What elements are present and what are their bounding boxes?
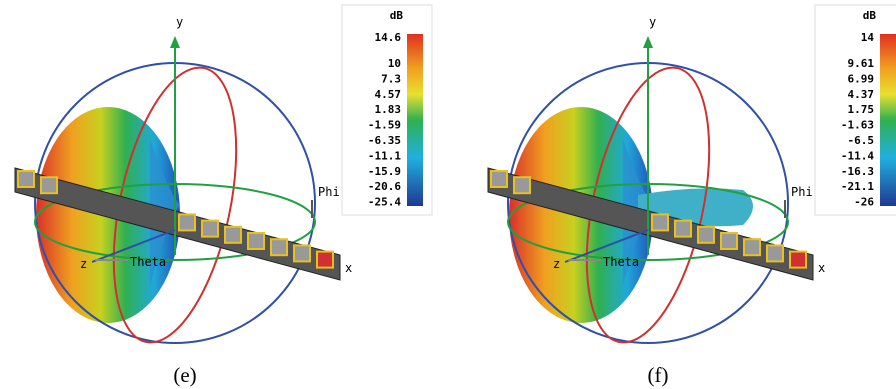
colorbar-tick: 7.3	[381, 72, 401, 85]
array-element	[652, 214, 668, 230]
colorbar-unit: dB	[863, 9, 877, 22]
axis-label: y	[176, 15, 183, 29]
colorbar-tick: 1.83	[375, 103, 402, 116]
colorbar-tick: 4.57	[375, 88, 402, 101]
colorbar-tick: -6.35	[368, 134, 401, 147]
axis-label: Phi	[318, 185, 340, 199]
array-element	[767, 245, 783, 261]
axis-label: z	[553, 257, 560, 271]
colorbar-tick: -15.9	[368, 165, 401, 178]
array-element	[721, 233, 737, 249]
colorbar-tick: -1.59	[368, 119, 401, 132]
axis-label: x	[818, 261, 825, 275]
colorbar	[880, 34, 896, 206]
colorbar-tick: 14.6	[375, 31, 402, 44]
colorbar-tick: 14	[861, 31, 875, 44]
array-element	[225, 227, 241, 243]
array-element	[18, 171, 34, 187]
colorbar-tick: -11.1	[368, 149, 401, 162]
axis-label: z	[80, 257, 87, 271]
array-element	[202, 221, 218, 237]
colorbar	[407, 34, 423, 206]
colorbar-tick: 9.61	[848, 57, 875, 70]
array-element	[675, 221, 691, 237]
colorbar-tick: -20.6	[368, 180, 401, 193]
y-arrow	[643, 36, 653, 48]
array-element	[790, 252, 806, 268]
array-element	[317, 252, 333, 268]
axis-label: Theta	[130, 255, 166, 269]
colorbar-tick: -21.1	[841, 180, 874, 193]
colorbar-tick: -11.4	[841, 149, 874, 162]
axis-label: x	[345, 261, 352, 275]
panel-caption: (f)	[648, 363, 669, 387]
array-element	[41, 177, 57, 193]
array-element	[491, 171, 507, 187]
array-element	[514, 177, 530, 193]
array-element	[248, 233, 264, 249]
panel: y x z Theta Phi dB 14.6 10 7.3 4.57 1.83 -1.59 -6.35…	[15, 5, 432, 387]
axis-label: Theta	[603, 255, 639, 269]
panel-caption: (e)	[173, 363, 196, 387]
colorbar-tick: -1.63	[841, 119, 874, 132]
colorbar-tick: 10	[388, 57, 401, 70]
colorbar-tick: -26	[854, 196, 874, 209]
colorbar-tick: -16.3	[841, 165, 874, 178]
array-element	[698, 227, 714, 243]
colorbar-tick: -25.4	[368, 196, 401, 209]
colorbar-tick: 4.37	[848, 88, 875, 101]
colorbar-unit: dB	[390, 9, 404, 22]
array-element	[294, 245, 310, 261]
array-element	[179, 214, 195, 230]
y-arrow	[170, 36, 180, 48]
axis-label: y	[649, 15, 656, 29]
colorbar-tick: 6.99	[848, 72, 875, 85]
panel: y x z Theta Phi dB 14 9.61 6.99 4.37 1.75 -1.63 -6.5…	[488, 5, 896, 387]
colorbar-tick: -6.5	[848, 134, 875, 147]
array-element	[744, 239, 760, 255]
figure: y x z Theta Phi dB 14.6 10 7.3 4.57 1.83 -1.59 -6.35…	[0, 0, 896, 389]
colorbar-tick: 1.75	[848, 103, 875, 116]
array-element	[271, 239, 287, 255]
axis-label: Phi	[791, 185, 813, 199]
